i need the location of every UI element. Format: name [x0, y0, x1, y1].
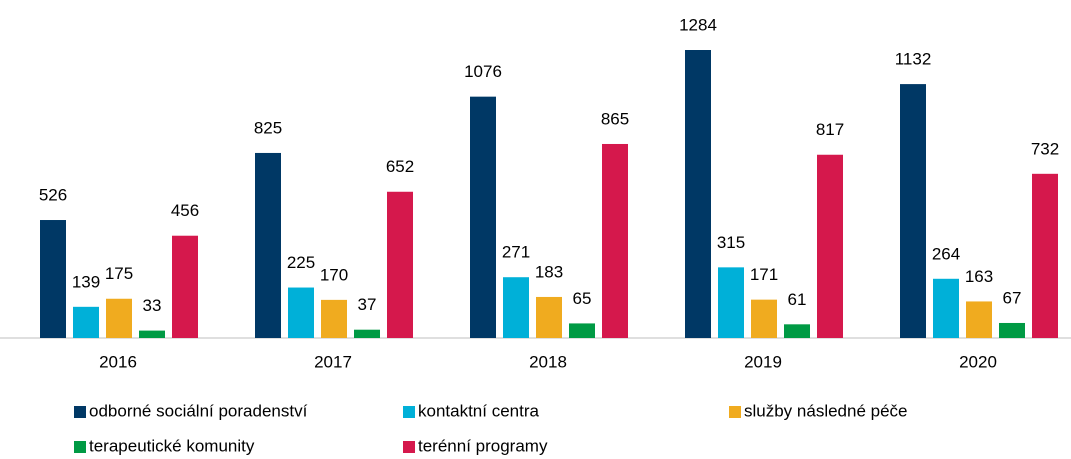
data-label: 271: [502, 243, 530, 262]
data-label: 65: [573, 289, 592, 308]
x-tick-label: 2016: [99, 352, 137, 371]
bar: [1032, 173, 1058, 338]
bar: [172, 235, 198, 338]
data-label: 37: [358, 295, 377, 314]
data-label: 61: [788, 290, 807, 309]
legend-label: terapeutické komunity: [89, 436, 255, 455]
legend-swatch: [729, 406, 741, 418]
bar: [73, 306, 99, 338]
data-label: 171: [750, 265, 778, 284]
bar: [685, 50, 711, 338]
bar: [321, 299, 347, 338]
bar: [387, 191, 413, 338]
data-label: 1284: [679, 15, 717, 34]
bar: [817, 154, 843, 338]
legend-swatch: [403, 441, 415, 453]
bar: [40, 220, 66, 338]
data-label: 865: [601, 109, 629, 128]
data-label: 825: [254, 118, 282, 137]
legend-label: kontaktní centra: [418, 401, 540, 420]
data-label: 264: [932, 244, 960, 263]
data-label: 456: [171, 201, 199, 220]
legend-label: terénní programy: [418, 436, 548, 455]
data-label: 175: [105, 264, 133, 283]
data-label: 67: [1003, 288, 1022, 307]
legend-swatch: [74, 406, 86, 418]
x-tick-label: 2017: [314, 352, 352, 371]
data-label: 139: [72, 272, 100, 291]
bar: [900, 84, 926, 338]
data-label: 315: [717, 233, 745, 252]
data-label: 1076: [464, 62, 502, 81]
bar: [602, 143, 628, 338]
bar: [999, 322, 1025, 338]
data-label: 33: [143, 296, 162, 315]
legend-label: služby následné péče: [744, 401, 908, 420]
data-label: 652: [386, 157, 414, 176]
bar: [718, 267, 744, 338]
bar: [139, 330, 165, 338]
bar: [536, 296, 562, 338]
legend-swatch: [74, 441, 86, 453]
bar: [288, 287, 314, 338]
bar: [569, 323, 595, 338]
data-label: 526: [39, 186, 67, 205]
data-label: 170: [320, 265, 348, 284]
data-label: 817: [816, 120, 844, 139]
data-label: 183: [535, 262, 563, 281]
bar: [470, 96, 496, 338]
legend-swatch: [403, 406, 415, 418]
bar: [255, 152, 281, 338]
bar: [966, 301, 992, 338]
data-label: 225: [287, 253, 315, 272]
bar: [784, 324, 810, 338]
data-label: 163: [965, 267, 993, 286]
bar: [354, 329, 380, 338]
legend-label: odborné sociální poradenství: [89, 401, 308, 420]
x-tick-label: 2020: [959, 352, 997, 371]
bar: [933, 278, 959, 338]
bar: [751, 299, 777, 338]
bar: [106, 298, 132, 338]
x-tick-label: 2018: [529, 352, 567, 371]
x-tick-label: 2019: [744, 352, 782, 371]
data-label: 732: [1031, 139, 1059, 158]
bar: [503, 277, 529, 338]
data-label: 1132: [895, 50, 932, 69]
